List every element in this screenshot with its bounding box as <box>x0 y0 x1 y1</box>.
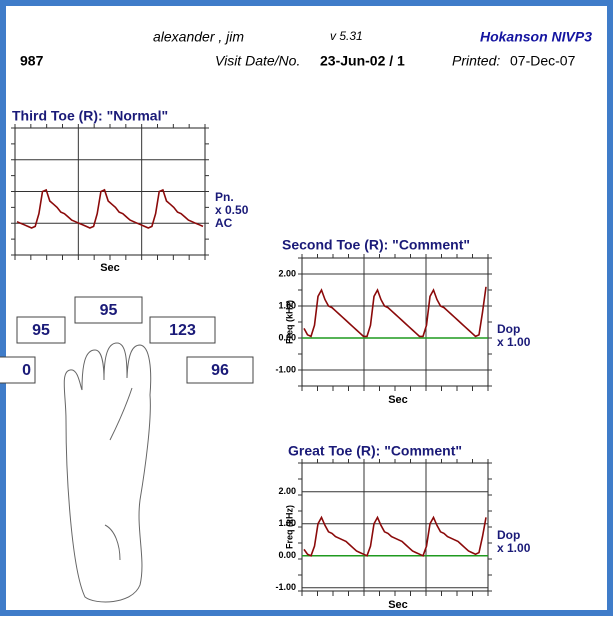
pressure-value: 123 <box>169 322 196 339</box>
patient-id: 987 <box>20 53 44 69</box>
y-axis-label: Freq (kHz) <box>284 505 294 549</box>
x-axis-label: Sec <box>100 262 120 274</box>
y-tick-label: 0.00 <box>278 550 296 560</box>
page: alexander , jim v 5.31 Hokanson NIVP3 98… <box>0 0 613 616</box>
chart-title: Second Toe (R): "Comment" <box>282 237 470 253</box>
scale-label: Dop <box>497 322 520 336</box>
scale-label: Pn. <box>215 190 234 204</box>
chart-title: Great Toe (R): "Comment" <box>288 443 462 459</box>
scale-label: x 1.00 <box>497 541 531 555</box>
pressure-value: 95 <box>32 322 50 339</box>
patient: alexander , jim <box>153 29 244 45</box>
y-tick-label: -1.00 <box>275 364 296 374</box>
y-axis-label: Freq (kHz) <box>284 300 294 344</box>
y-tick-label: 2.00 <box>278 486 296 496</box>
scale-label: Dop <box>497 528 520 542</box>
pressure-value: 95 <box>100 302 118 319</box>
version: v 5.31 <box>330 29 363 43</box>
report: alexander , jim v 5.31 Hokanson NIVP3 98… <box>0 0 613 616</box>
scale-label: x 1.00 <box>497 335 531 349</box>
scale-label: x 0.50 <box>215 203 249 217</box>
visit-label: Visit Date/No. <box>215 53 300 69</box>
brand: Hokanson NIVP3 <box>480 29 592 45</box>
x-axis-label: Sec <box>388 599 408 611</box>
y-tick-label: 2.00 <box>278 268 296 278</box>
scale-label: AC <box>215 216 233 230</box>
y-tick-label: -1.00 <box>275 582 296 592</box>
visit: 23-Jun-02 / 1 <box>320 53 405 69</box>
pressure-value: 96 <box>211 362 229 379</box>
pressure-value: 0 <box>22 362 31 379</box>
x-axis-label: Sec <box>388 394 408 406</box>
chart-title: Third Toe (R): "Normal" <box>12 108 168 124</box>
printed: 07-Dec-07 <box>510 53 576 69</box>
printed-label: Printed: <box>452 53 500 69</box>
